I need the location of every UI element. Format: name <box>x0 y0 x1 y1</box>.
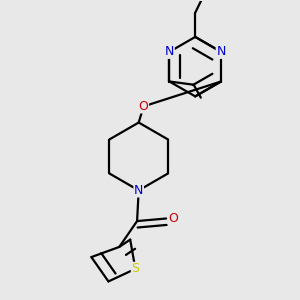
Text: S: S <box>131 262 140 275</box>
Text: O: O <box>139 100 148 113</box>
Text: N: N <box>216 45 226 58</box>
Text: O: O <box>168 212 178 225</box>
Text: N: N <box>134 184 143 197</box>
Text: N: N <box>165 45 174 58</box>
